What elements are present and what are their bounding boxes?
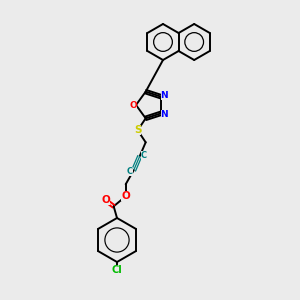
Text: C: C: [141, 151, 147, 160]
Text: N: N: [160, 91, 168, 100]
Text: O: O: [101, 195, 110, 205]
Text: O: O: [121, 191, 130, 201]
Text: N: N: [160, 110, 168, 119]
Text: Cl: Cl: [112, 265, 122, 275]
Text: C: C: [127, 167, 133, 176]
Text: O: O: [129, 100, 137, 109]
Text: S: S: [134, 125, 141, 135]
